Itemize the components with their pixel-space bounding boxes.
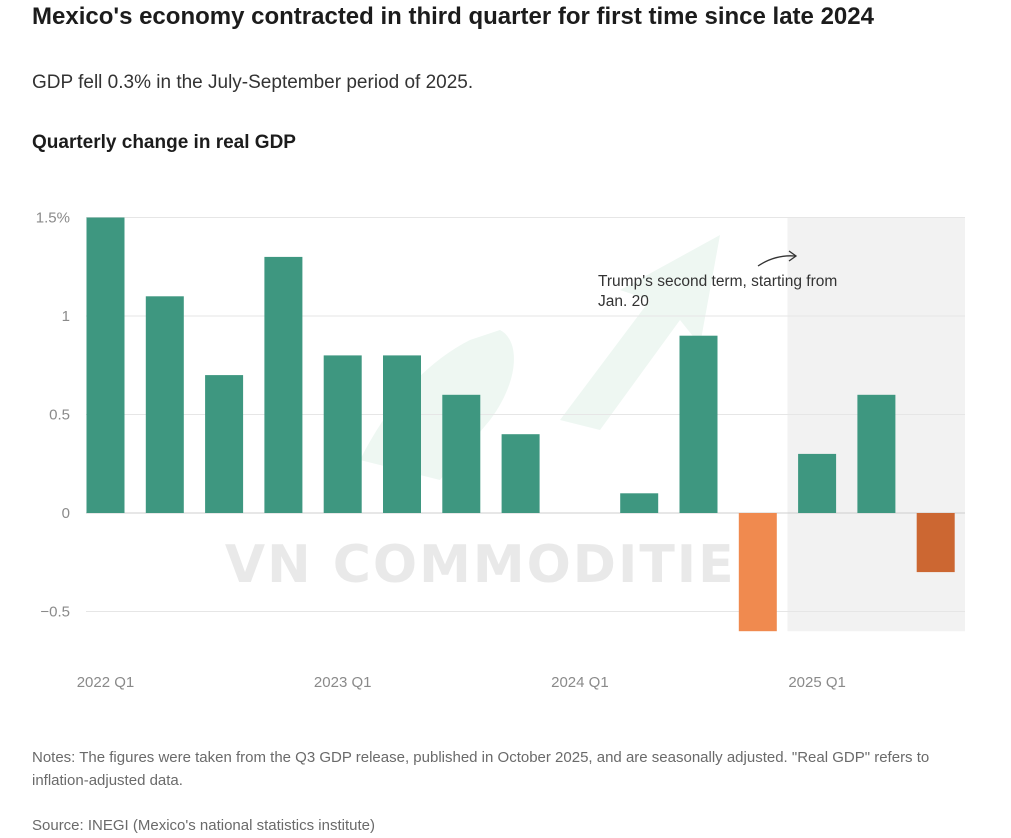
bar bbox=[442, 394, 481, 513]
y-axis-ticks: 1.5% 1 0.5 0 −0.5 bbox=[36, 210, 70, 621]
x-tick-label: 2024 Q1 bbox=[551, 674, 609, 691]
y-tick-label: 1.5% bbox=[36, 210, 70, 227]
bar bbox=[205, 375, 244, 513]
bar bbox=[798, 453, 837, 513]
bar bbox=[916, 513, 955, 573]
bar bbox=[383, 355, 421, 513]
watermark-text: VN COMMODITIES bbox=[225, 535, 775, 595]
y-tick-label: 0 bbox=[62, 505, 70, 522]
bar bbox=[86, 217, 125, 513]
annotation-text: Trump's second term, starting from bbox=[598, 273, 837, 290]
chart-notes: Notes: The figures were taken from the Q… bbox=[32, 749, 930, 789]
bar bbox=[857, 394, 896, 513]
bar bbox=[323, 355, 362, 513]
x-tick-label: 2023 Q1 bbox=[314, 674, 372, 691]
chart-subtitle: GDP fell 0.3% in the July-September peri… bbox=[32, 72, 474, 93]
bars bbox=[86, 217, 955, 632]
y-tick-label: 0.5 bbox=[49, 407, 70, 424]
x-tick-label: 2022 Q1 bbox=[77, 674, 135, 691]
x-tick-label: 2025 Q1 bbox=[788, 674, 846, 691]
x-axis-ticks: 2022 Q1 2023 Q1 2024 Q1 2025 Q1 bbox=[77, 674, 846, 691]
chart-headline: Mexico's economy contracted in third qua… bbox=[32, 3, 874, 30]
watermark-arrow-shape bbox=[560, 235, 720, 430]
y-tick-label: 1 bbox=[62, 308, 70, 325]
annotation: Trump's second term, starting from Jan. 2… bbox=[598, 250, 837, 310]
chart-title: Quarterly change in real GDP bbox=[32, 132, 296, 153]
y-tick-label: −0.5 bbox=[40, 604, 70, 621]
bar bbox=[501, 434, 540, 513]
gdp-bar-chart: VN COMMODITIES 1.5% 1 0.5 0 −0.5 2022 Q1 2023… bbox=[36, 210, 965, 691]
annotation-text: Jan. 20 bbox=[598, 293, 649, 310]
annotation-arrowhead bbox=[788, 250, 798, 262]
annotation-arrow bbox=[757, 255, 796, 267]
bar bbox=[145, 296, 184, 513]
bar bbox=[679, 335, 718, 513]
chart-source: Source: INEGI (Mexico's national statist… bbox=[32, 817, 375, 834]
bar bbox=[738, 513, 777, 632]
bar bbox=[620, 493, 659, 513]
bar bbox=[264, 256, 303, 513]
